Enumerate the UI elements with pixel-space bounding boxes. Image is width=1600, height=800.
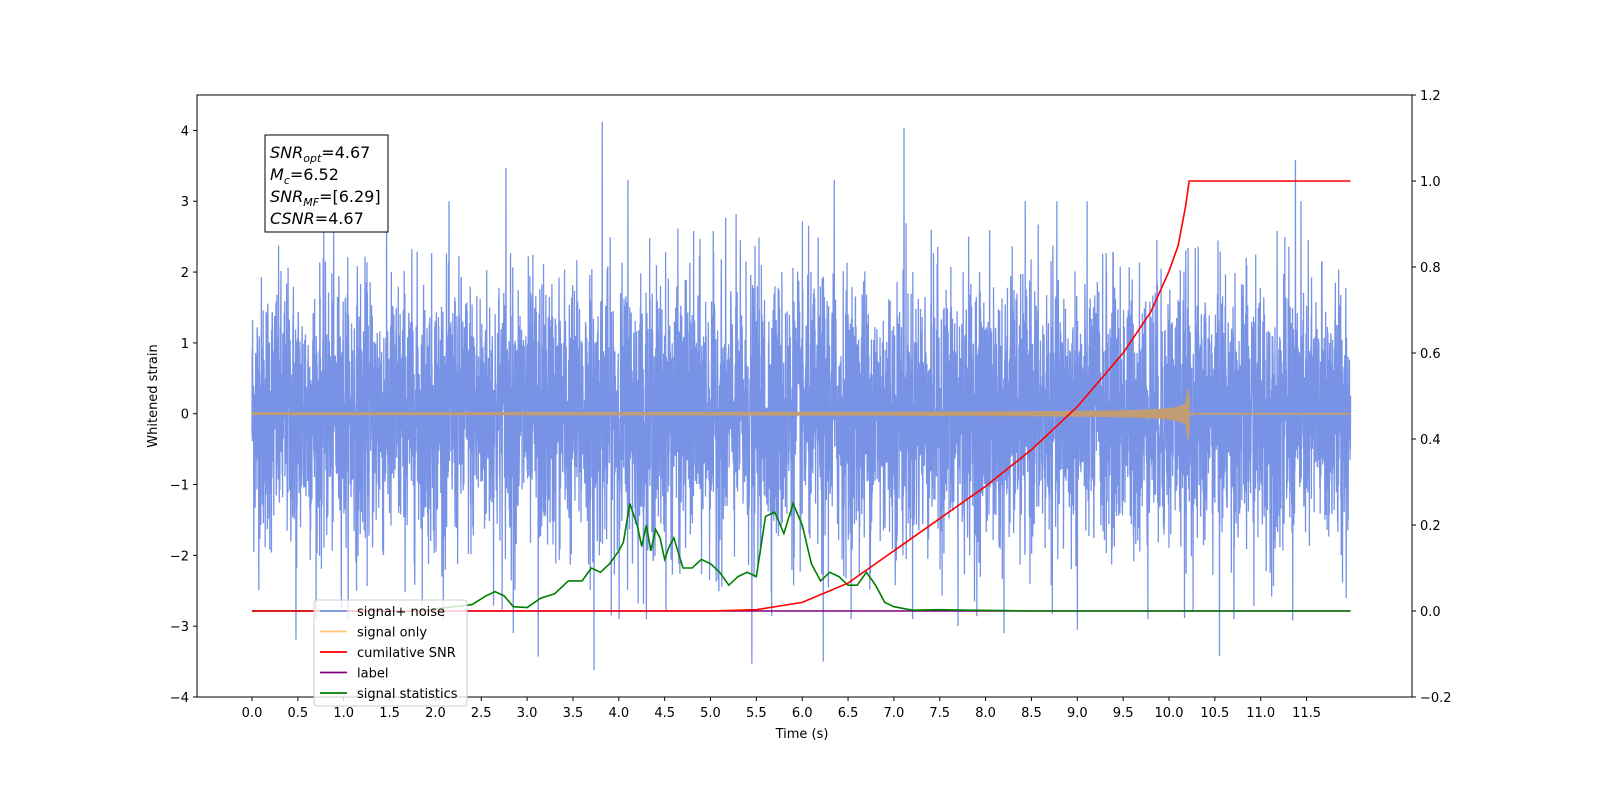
legend-label: signal only: [357, 626, 427, 641]
y-tick-label: −4: [170, 691, 189, 706]
x-tick-label: 2.0: [425, 706, 446, 721]
y2-tick-label: 0.2: [1420, 519, 1441, 534]
y2-tick-label: 1.2: [1420, 89, 1441, 104]
legend-label: cumilative SNR: [357, 646, 456, 661]
y-tick-label: −2: [170, 549, 189, 564]
y2-tick-label: 0.6: [1420, 347, 1441, 362]
y-tick-label: 2: [181, 266, 189, 281]
y-axis-right: −0.2 0.0 0.2 0.4 0.6 0.8 1.0 1.2: [1412, 89, 1452, 706]
x-tick-label: 8.5: [1021, 706, 1042, 721]
y-tick-label: 4: [181, 124, 189, 139]
x-tick-label: 4.0: [608, 706, 629, 721]
x-axis: 0.0 0.5 1.0 1.5 2.0 2.5 3.0 3.5 4.0 4.5 5.0 5.5 6.0 6…: [242, 697, 1321, 721]
y-axis-label: Whitened strain: [146, 344, 161, 447]
y-tick-label: 0: [181, 408, 189, 423]
series-signal-only: [251, 388, 1351, 441]
x-tick-label: 6.0: [792, 706, 813, 721]
y-tick-label: −3: [170, 620, 189, 635]
y-tick-label: 3: [181, 195, 189, 210]
x-tick-label: 5.5: [746, 706, 767, 721]
x-tick-label: 0.0: [242, 706, 263, 721]
x-tick-label: 3.0: [517, 706, 538, 721]
x-tick-label: 9.0: [1067, 706, 1088, 721]
series-cumilative-snr: [252, 180, 1351, 612]
x-tick-label: 8.0: [975, 706, 996, 721]
y-tick-label: 1: [181, 337, 189, 352]
legend-label: signal statistics: [357, 687, 458, 702]
annotation-line: Mc=6.52: [270, 165, 339, 187]
y2-tick-label: −0.2: [1420, 691, 1452, 706]
x-tick-label: 10.5: [1200, 706, 1229, 721]
x-axis-label: Time (s): [775, 727, 829, 742]
y-tick-label: −1: [170, 479, 189, 494]
x-tick-label: 11.0: [1246, 706, 1275, 721]
x-tick-label: 7.0: [884, 706, 905, 721]
annotation-line: SNRopt=4.67: [270, 143, 370, 165]
x-tick-label: 1.5: [379, 706, 400, 721]
signal-noise-line: [251, 121, 1352, 671]
x-tick-label: 9.5: [1113, 706, 1134, 721]
x-tick-label: 1.0: [333, 706, 354, 721]
y-axis-left: −4 −3 −2 −1 0 1 2 3 4: [170, 124, 197, 706]
x-tick-label: 3.5: [563, 706, 584, 721]
annotation-box-frame: [264, 134, 389, 233]
legend-label: signal+ noise: [357, 605, 445, 620]
x-tick-label: 11.5: [1292, 706, 1321, 721]
legend-label: label: [357, 667, 388, 682]
x-tick-label: 2.5: [471, 706, 492, 721]
x-tick-label: 4.5: [654, 706, 675, 721]
legend: signal+ noise signal only cumilative SNR la…: [313, 599, 468, 707]
x-tick-label: 6.5: [838, 706, 859, 721]
legend-frame: [313, 599, 468, 707]
annotation-line: SNRMF=[6.29]: [270, 187, 381, 209]
series-signal-statistics: [252, 501, 1351, 612]
x-tick-label: 10.0: [1155, 706, 1184, 721]
y2-tick-label: 0.4: [1420, 433, 1441, 448]
x-tick-label: 0.5: [288, 706, 309, 721]
x-tick-label: 7.5: [929, 706, 950, 721]
x-tick-label: 5.0: [700, 706, 721, 721]
annotation-line: CSNR=4.67: [270, 209, 364, 228]
y2-tick-label: 1.0: [1420, 175, 1441, 190]
y2-tick-label: 0.0: [1420, 605, 1441, 620]
series-signal-noise: [251, 121, 1352, 671]
y2-tick-label: 0.8: [1420, 261, 1441, 276]
plot-frame: [196, 94, 1413, 698]
